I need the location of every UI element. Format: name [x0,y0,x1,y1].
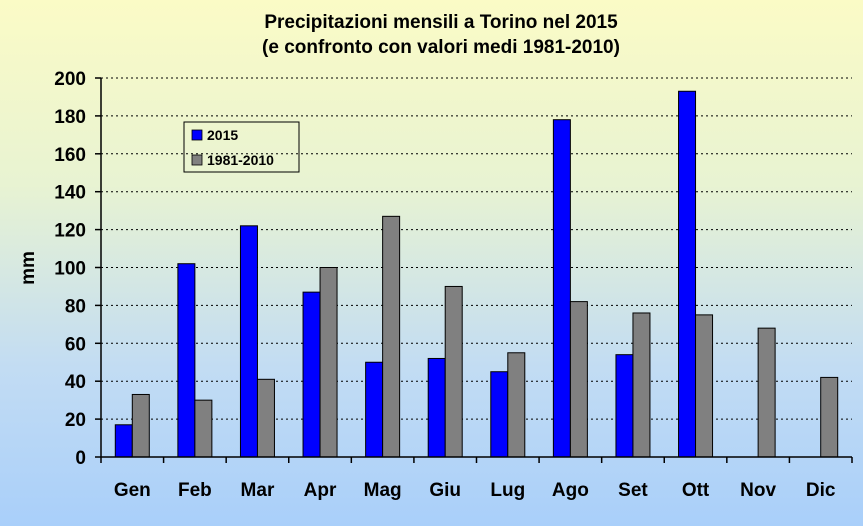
legend-box [183,121,300,173]
y-tick-label: 100 [54,259,86,280]
grid-lines [101,77,852,420]
x-tick-label: Mag [364,480,402,501]
bar-2015-mag [365,361,384,458]
y-tick-label: 20 [65,410,86,431]
bar-2015-gen [114,424,133,458]
bar-1981-2010-gen [131,393,150,458]
bar-2015-mar [239,225,258,458]
bar-1981-2010-ago [569,301,588,458]
x-axis-labels: Gen Feb Mar Apr Mag Giu Lug Ago Set Ott Nov Dic [114,480,836,501]
bar-2015-ago [552,119,571,458]
x-tick-label: Apr [304,480,337,501]
x-tick-label: Nov [740,480,776,501]
bar-2015-apr [302,291,321,458]
y-tick-label: 60 [65,334,86,355]
y-tick-label: 200 [54,69,86,90]
y-tick-label: 180 [54,107,86,128]
bar-1981-2010-ott [695,314,714,458]
bar-2015-set [615,354,634,458]
x-tick-label: Mar [241,480,275,501]
chart-title: Precipitazioni mensili a Torino nel 2015 [264,12,618,33]
x-tick-label: Giu [429,480,461,501]
y-axis-labels: 0 20 40 60 80 100 120 140 160 180 200 [54,69,86,469]
bar-1981-2010-lug [507,352,526,458]
x-tick-label: Set [618,480,648,501]
bar-1981-2010-mag [382,215,401,458]
bar-1981-2010-mar [256,378,275,458]
chart-subtitle: (e confronto con valori medi 1981-2010) [262,37,620,58]
x-tick-label: Feb [178,480,212,501]
bar-2015-giu [427,357,446,458]
x-tick-label: Gen [114,480,151,501]
y-tick-label: 120 [54,221,86,242]
y-tick-label: 160 [54,145,86,166]
y-tick-label: 80 [65,296,86,317]
bar-2015-feb [177,263,196,458]
bar-1981-2010-set [632,312,651,458]
x-tick-label: Ago [552,480,589,501]
x-tick-label: Lug [490,480,525,501]
bars [114,90,839,458]
y-tick-label: 140 [54,183,86,204]
legend-label-1981-2010: 1981-2010 [207,152,274,168]
bar-2015-lug [490,371,509,458]
legend: 2015 1981-2010 [183,121,300,173]
y-tick-label: 40 [65,372,86,393]
axes [100,78,852,458]
bar-2015-ott [678,90,697,458]
bar-1981-2010-giu [444,285,463,458]
bar-1981-2010-nov [757,327,776,458]
legend-label-2015: 2015 [207,127,238,143]
x-tick-label: Dic [806,480,836,501]
x-axis-ticks [100,457,853,463]
x-tick-label: Ott [682,480,710,501]
y-tick-label: 0 [75,448,86,469]
plot-area: Gen Feb Mar Apr Mag Giu Lug Ago Set Ott Nov Dic 0 20… [54,69,853,501]
bar-1981-2010-dic [820,376,839,458]
bar-1981-2010-apr [319,267,338,458]
bar-1981-2010-feb [194,399,213,458]
y-axis-ticks [95,77,101,458]
y-axis-title: mm [18,251,39,285]
legend-swatch-1981-2010 [191,154,203,166]
legend-swatch-2015 [191,129,203,141]
